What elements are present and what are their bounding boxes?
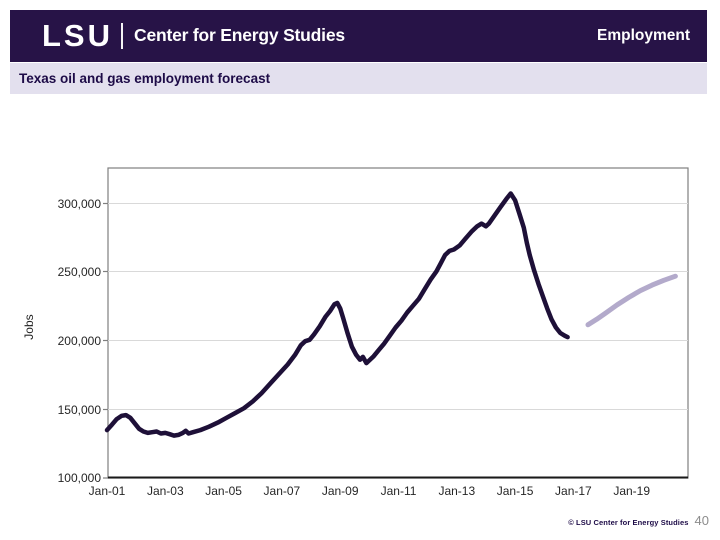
y-tick-label: 100,000 [57,471,101,485]
y-axis-title: Jobs [22,314,36,340]
x-tick-label: Jan-11 [380,484,417,498]
gridlines [108,203,688,410]
x-tick-label: Jan-03 [146,484,184,498]
x-tick-label: Jan-13 [438,484,476,498]
y-tick-label: 150,000 [57,402,101,417]
header-bar: LSU Center for Energy Studies Employment [10,10,707,62]
lsu-logo: LSU [42,17,113,53]
forecast-line [585,273,678,328]
x-tick-label: Jan-05 [205,484,242,498]
brand-title: Center for Energy Studies [134,25,345,45]
page-number: 40 [694,513,709,528]
x-tick-label: Jan-07 [263,484,301,498]
logo-divider [121,23,123,49]
copyright-credit: © LSU Center for Energy Studies [568,518,689,527]
y-tick-label: 250,000 [57,264,101,279]
x-tick-label: Jan-19 [613,484,651,498]
slide-title: Texas oil and gas employment forecast [19,71,271,86]
title-band: Texas oil and gas employment forecast [10,63,707,94]
x-tick-label: Jan-09 [321,484,359,498]
y-tick-label: 300,000 [57,196,101,211]
x-tick-label: Jan-15 [496,484,534,498]
x-tick-label: Jan-17 [555,484,592,498]
y-axis-ticks [103,202,108,479]
footer: © LSU Center for Energy Studies 40 [568,513,709,528]
x-tick-label: Jan-01 [88,484,126,498]
y-tick-label: 200,000 [57,333,101,348]
historical-line [104,191,570,438]
section-label: Employment [596,27,690,44]
